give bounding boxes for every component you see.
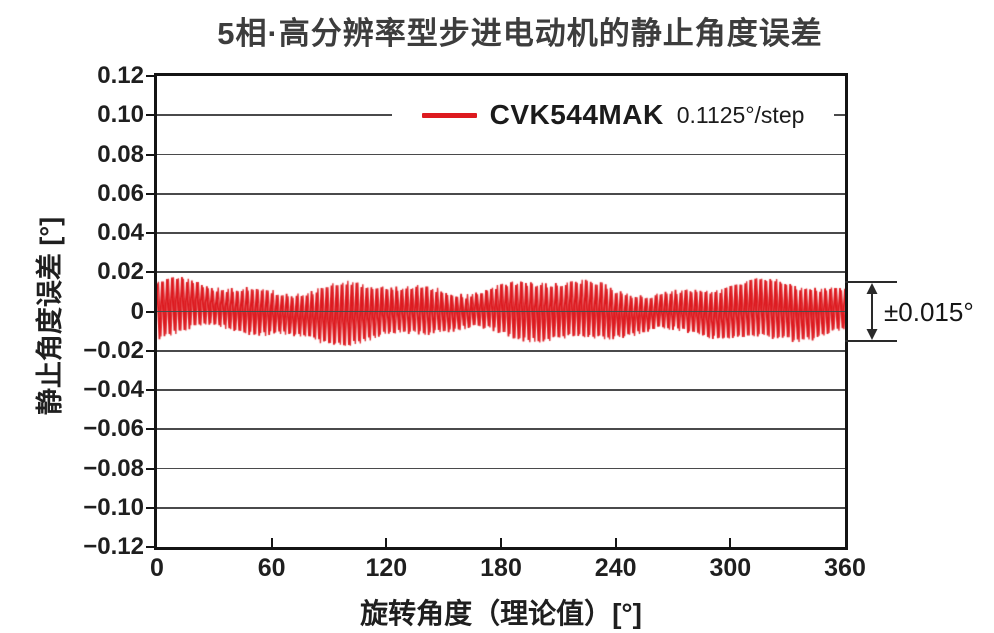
y-tick-mark [146,114,154,117]
y-tick-mark [146,75,154,77]
y-tick-label: −0.10 [83,493,144,521]
x-tick-label: 300 [709,554,752,582]
x-tick-label: 180 [480,554,522,582]
legend-line-sample [421,112,477,118]
y-tick-mark [146,467,154,470]
plot-area: CVK544MAK 0.1125°/step [154,73,848,550]
y-tick-label: 0 [130,297,144,325]
y-tick-mark [146,389,154,391]
tolerance-label: ±0.015° [884,296,974,327]
y-tick-label: 0.02 [97,258,144,286]
y-tick-mark [146,271,154,274]
y-tick-label: −0.12 [83,533,144,560]
y-tick-label: −0.02 [83,336,144,364]
y-tick-mark [146,428,154,431]
y-tick-mark [146,153,154,156]
y-tick-label: −0.06 [83,415,144,443]
gridline [157,506,845,509]
x-tick-label: 120 [365,554,408,582]
y-tick-mark [146,310,154,313]
y-tick-label: 0.12 [97,62,144,89]
y-tick-mark [146,506,154,509]
gridline [157,192,845,195]
tolerance-upper-line [845,281,897,284]
y-tick-mark [146,349,154,352]
x-tick-mark [729,538,732,547]
y-tick-mark [146,232,154,234]
tolerance-lower-line [845,339,897,342]
x-tick-mark [500,538,502,547]
chart-title: 5相·高分辨率型步进电动机的静止角度误差 [217,16,823,51]
y-tick-label: 0.06 [97,179,144,207]
gridline [157,271,845,274]
gridline [157,428,845,431]
y-tick-mark [146,546,154,548]
x-tick-label: 0 [150,554,164,582]
gridline [157,349,845,352]
y-tick-mark [146,192,154,195]
y-tick-label: 0.04 [97,219,144,246]
gridline [157,153,845,156]
x-axis-title: 旋转角度（理论值）[°] [360,598,642,629]
x-tick-mark [270,538,273,547]
x-tick-label: 360 [824,554,866,582]
legend-step-detail: 0.1125°/step [676,101,805,128]
gridline [157,467,845,470]
gridline [157,232,845,234]
gridline [157,389,845,391]
double-arrow-icon [866,283,878,341]
legend-series-name: CVK544MAK [489,99,664,131]
x-tick-mark [385,538,388,547]
y-tick-label: 0.10 [97,101,144,129]
legend: CVK544MAK 0.1125°/step [392,94,834,137]
y-tick-label: −0.08 [83,454,144,482]
x-tick-mark [614,538,617,547]
y-tick-label: 0.08 [97,140,144,168]
x-tick-label: 240 [594,554,637,582]
x-tick-label: 60 [257,554,286,582]
y-tick-label: −0.04 [83,376,144,403]
gridline [157,310,845,313]
